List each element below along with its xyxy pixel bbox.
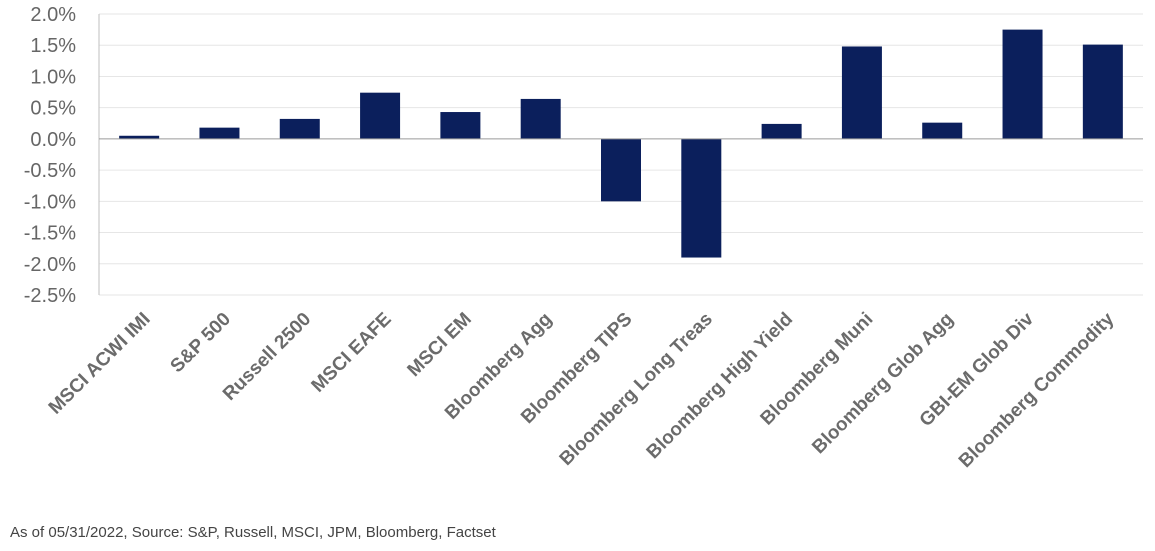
bar [360, 92, 401, 139]
y-tick-label: -1.0% [24, 191, 76, 213]
bar [199, 127, 240, 139]
source-note: As of 05/31/2022, Source: S&P, Russell, … [10, 524, 496, 541]
x-tick-label: Bloomberg Commodity [955, 308, 1119, 472]
bar [1002, 29, 1043, 139]
bar [520, 98, 561, 139]
y-tick-label: 0.5% [30, 98, 76, 120]
x-tick-label: MSCI EAFE [308, 309, 396, 397]
y-tick-label: 0.0% [30, 129, 76, 151]
x-tick-label: MSCI EM [404, 309, 476, 381]
bar [1082, 44, 1123, 139]
bar [922, 122, 963, 139]
y-tick-label: 1.5% [30, 35, 76, 57]
x-tick-label: Bloomberg High Yield [643, 309, 797, 463]
bars [119, 29, 1123, 258]
bar [681, 138, 722, 258]
y-tick-label: -1.5% [24, 223, 76, 245]
x-tick-label: Bloomberg Long Treas [556, 309, 717, 470]
bar [601, 138, 641, 202]
y-tick-label: -0.5% [24, 160, 76, 182]
y-tick-label: -2.0% [24, 254, 76, 276]
x-tick-label: MSCI ACWI IMI [45, 309, 155, 419]
y-axis-tick-labels: 2.0% 1.5% 1.0% 0.5% 0.0% -0.5% -1.0% -1.5% -2.0%… [24, 4, 76, 307]
axes [98, 14, 1143, 295]
y-tick-label: 1.0% [30, 66, 76, 88]
bar [119, 135, 160, 139]
bar [440, 112, 481, 139]
bar [841, 46, 882, 139]
bar-chart: 2.0% 1.5% 1.0% 0.5% 0.0% -0.5% -1.0% -1.5% -2.0%… [24, 4, 1143, 472]
y-tick-label: 2.0% [30, 4, 76, 26]
bar [761, 123, 802, 139]
y-tick-label: -2.5% [24, 285, 76, 307]
x-tick-label: Bloomberg Glob Agg [808, 309, 957, 458]
bar [279, 118, 320, 139]
x-tick-label: S&P 500 [167, 309, 235, 377]
